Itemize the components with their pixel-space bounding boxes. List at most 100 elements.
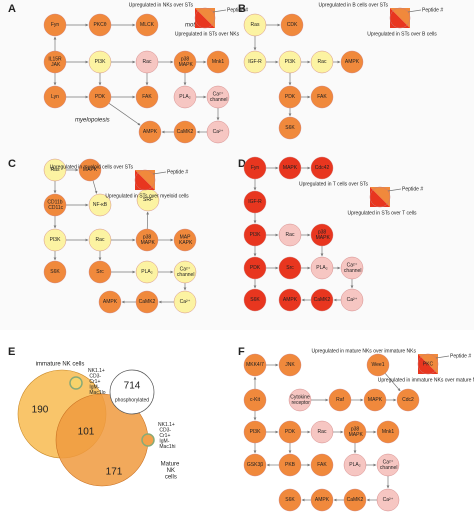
marker-text: NK1.1+ CD3- Cr1+ IgM- Mac1lo [88,368,106,396]
venn-phospho-label: phosphorylated [115,397,149,403]
protein-node [376,453,400,477]
protein-node [310,488,334,512]
node-label: Ca²⁺ [347,297,358,303]
node-label: p38 MAPK [177,57,193,69]
node-label: AMPK [143,129,158,135]
node-label: JNK [285,362,295,368]
edge-arrow [92,180,98,194]
legend-down: Upregulated in STs over NKs [175,31,240,37]
node-label: PLA₂ [141,269,152,275]
protein-node [206,120,230,144]
protein-node [278,288,302,312]
node-label: Cdc42 [315,165,330,171]
node-label: FAK [317,462,327,468]
legend-peptide: Peptide # [167,169,188,175]
legend-up: Upregulated in T cells over STs [299,181,369,187]
node-label: PI3K [250,429,262,435]
panel-label: B [238,3,246,15]
node-label: Cytokine receptor [290,395,310,407]
legend-peptide: Peptide # [402,186,423,192]
legend-down: Upregulated in immature NKs over mature … [378,377,474,383]
protein-node [78,158,102,182]
protein-node [278,353,302,377]
node-label: Src [96,269,104,275]
node-label: Ca²⁺ channel [176,267,195,279]
legend-half-down [135,170,155,190]
protein-node [278,256,302,280]
protein-node [366,353,390,377]
protein-node [173,290,197,314]
protein-node [376,488,400,512]
protein-node [43,85,67,109]
legend-box [389,7,411,29]
node-label: Wee1 [372,362,385,368]
protein-node [343,453,367,477]
protein-node [206,85,230,109]
node-label: Ca²⁺ channel [379,460,398,472]
legend-box [417,353,439,375]
node-label: IL15R JAK [48,57,62,69]
node-label: S6K [285,125,295,131]
legend-down: Upregulated in STs over myeloid cells [105,193,189,199]
legend-pointer [435,355,450,359]
legend-node-label: PKC [423,361,434,367]
node-label: c-Kit [250,397,261,403]
legend-half-down [390,8,410,28]
protein-node [135,85,159,109]
protein-node [278,85,302,109]
node-label: Src [286,265,294,271]
node-label: CaMK2 [139,299,156,305]
node-label: Ca²⁺ [383,497,394,503]
node-label: Ras [51,167,60,173]
node-label: S6K [250,297,260,303]
venn-phospho [109,369,155,415]
node-label: Rac [286,232,295,238]
venn-count: 714 [124,381,141,392]
legend-half-down [370,187,390,207]
node-label: FAK [142,94,152,100]
protein-node [310,223,334,247]
protein-node [135,260,159,284]
node-label: Ca²⁺ channel [343,263,362,275]
legend-peptide: Peptide # [422,7,443,13]
protein-node [310,288,334,312]
venn-count: 171 [106,467,123,478]
legend-up: Upregulated in NKs over STs [129,2,194,8]
node-label: p38 MAPK [314,230,330,242]
venn-count: 190 [32,405,49,416]
node-label: PDK [285,429,296,435]
legend-up: Upregulated in B cells over STs [319,2,389,8]
protein-node [243,453,267,477]
protein-node [343,488,367,512]
protein-node [278,156,302,180]
panel-label: D [238,158,246,170]
protein-node [288,388,312,412]
node-label: CD11b CD11c [47,200,64,212]
node-label: PLA₂ [316,265,327,271]
legend-pointer [407,9,422,13]
node-label: PLA₂ [179,94,190,100]
venn-count: 101 [78,427,95,438]
node-label: MAPK [83,167,98,173]
protein-node [310,50,334,74]
protein-node [138,120,162,144]
legend-pointer [152,171,167,175]
node-label: Rac [143,59,152,65]
node-label: S6K [285,497,295,503]
protein-node [243,420,267,444]
protein-node [135,13,159,37]
protein-node [88,193,112,217]
venn-title-mature: Mature NK cells [161,461,180,480]
protein-node [278,488,302,512]
node-label: PI3K [50,237,62,243]
node-label: FAK [317,94,327,100]
protein-node [88,228,112,252]
node-label: Fyn [251,165,260,171]
protein-node [43,13,67,37]
node-label: PKCθ [93,22,106,28]
node-label: Rac [96,237,105,243]
protein-node [243,288,267,312]
edge-arrow [108,103,141,126]
protein-node [43,260,67,284]
protein-node [135,228,159,252]
